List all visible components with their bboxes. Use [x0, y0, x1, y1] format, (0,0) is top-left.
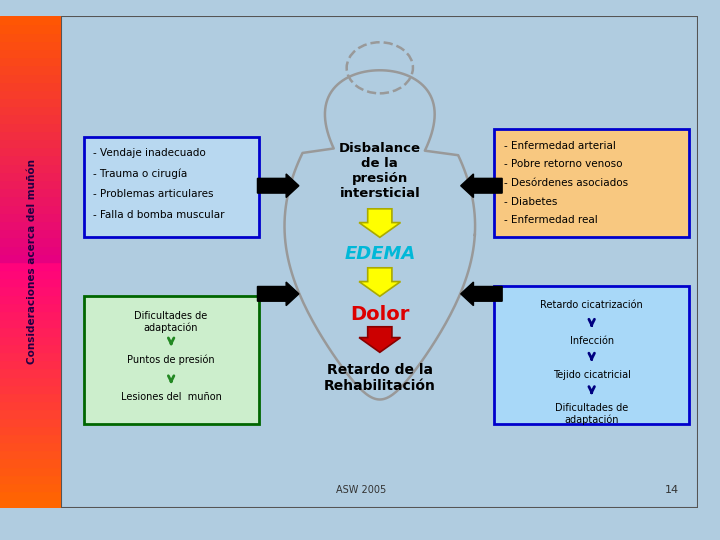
Bar [0, 491, 61, 500]
Bar [0, 384, 61, 393]
Bar [0, 73, 61, 82]
Text: Infección: Infección [570, 335, 613, 346]
Bar [0, 344, 61, 352]
Bar [0, 360, 61, 368]
Bar [0, 229, 61, 238]
FancyArrow shape [258, 174, 299, 198]
Bar [0, 139, 61, 147]
Text: - Enfermedad real: - Enfermedad real [504, 215, 598, 225]
Text: Tejido cicatricial: Tejido cicatricial [553, 369, 631, 380]
Bar [0, 180, 61, 188]
FancyArrow shape [359, 209, 400, 238]
Bar [0, 188, 61, 197]
Bar [0, 57, 61, 65]
Bar [0, 311, 61, 319]
Bar [0, 278, 61, 286]
Bar [0, 172, 61, 180]
Bar [0, 393, 61, 401]
Bar [0, 475, 61, 483]
Bar [0, 327, 61, 335]
Bar [0, 434, 61, 442]
Bar [0, 335, 61, 344]
Bar [0, 32, 61, 41]
Bar [0, 409, 61, 417]
Bar [0, 352, 61, 360]
Bar [0, 270, 61, 278]
Bar [0, 238, 61, 246]
Text: - Diabetes: - Diabetes [504, 197, 557, 206]
Bar [0, 426, 61, 434]
Bar [0, 417, 61, 426]
Text: 14: 14 [665, 485, 679, 495]
Bar [0, 450, 61, 458]
Bar [0, 106, 61, 114]
Bar [0, 24, 61, 32]
Bar [0, 156, 61, 164]
Bar [0, 295, 61, 303]
Bar [0, 368, 61, 376]
Text: Dificultades de
adaptación: Dificultades de adaptación [135, 311, 208, 333]
Text: Disbalance
de la
presión
intersticial: Disbalance de la presión intersticial [339, 141, 420, 199]
Bar [0, 82, 61, 90]
FancyArrow shape [461, 174, 502, 198]
FancyBboxPatch shape [495, 286, 689, 424]
FancyArrow shape [359, 327, 400, 352]
Bar [0, 442, 61, 450]
Bar [0, 319, 61, 327]
Bar [0, 65, 61, 73]
Text: - Problemas articulares: - Problemas articulares [93, 189, 214, 199]
Bar [0, 262, 61, 270]
Bar [0, 49, 61, 57]
Bar [0, 286, 61, 295]
Bar [0, 164, 61, 172]
Bar [0, 458, 61, 467]
Bar [0, 123, 61, 131]
Bar [0, 131, 61, 139]
Bar [0, 376, 61, 384]
Text: Retardo cicatrización: Retardo cicatrización [540, 300, 643, 310]
Text: ASW 2005: ASW 2005 [336, 485, 386, 495]
Bar [0, 41, 61, 49]
Text: Lesiones del  muñon: Lesiones del muñon [121, 392, 222, 402]
Bar [0, 467, 61, 475]
FancyArrow shape [359, 268, 400, 296]
Bar [0, 90, 61, 98]
Text: EDEMA: EDEMA [344, 245, 415, 262]
Bar [0, 16, 61, 24]
Text: Retardo de la
Rehabilitación: Retardo de la Rehabilitación [324, 363, 436, 393]
FancyArrow shape [258, 282, 299, 306]
Bar [0, 303, 61, 311]
FancyBboxPatch shape [84, 137, 258, 238]
Text: - Pobre retorno venoso: - Pobre retorno venoso [504, 159, 623, 169]
Bar [0, 205, 61, 213]
Text: - Vendaje inadecuado: - Vendaje inadecuado [93, 148, 206, 158]
Bar [0, 500, 61, 508]
Bar [0, 221, 61, 229]
Bar [0, 147, 61, 156]
Text: - Desórdenes asociados: - Desórdenes asociados [504, 178, 628, 188]
Bar [0, 114, 61, 123]
Text: - Falla d bomba muscular: - Falla d bomba muscular [93, 210, 225, 220]
Bar [0, 401, 61, 409]
FancyBboxPatch shape [84, 296, 258, 424]
Text: - Trauma o cirugía: - Trauma o cirugía [93, 168, 187, 179]
Text: Puntos de presión: Puntos de presión [127, 354, 215, 365]
FancyBboxPatch shape [495, 129, 689, 238]
Bar [0, 197, 61, 205]
FancyArrow shape [461, 282, 502, 306]
Text: Dificultades de
adaptación: Dificultades de adaptación [555, 403, 629, 425]
Bar [0, 213, 61, 221]
Bar [0, 483, 61, 491]
Text: Consideraciones acerca del muñón: Consideraciones acerca del muñón [27, 159, 37, 364]
Bar [0, 246, 61, 254]
Text: Dolor: Dolor [350, 305, 410, 323]
Bar [0, 98, 61, 106]
Text: - Enfermedad arterial: - Enfermedad arterial [504, 140, 616, 151]
Bar [0, 254, 61, 262]
